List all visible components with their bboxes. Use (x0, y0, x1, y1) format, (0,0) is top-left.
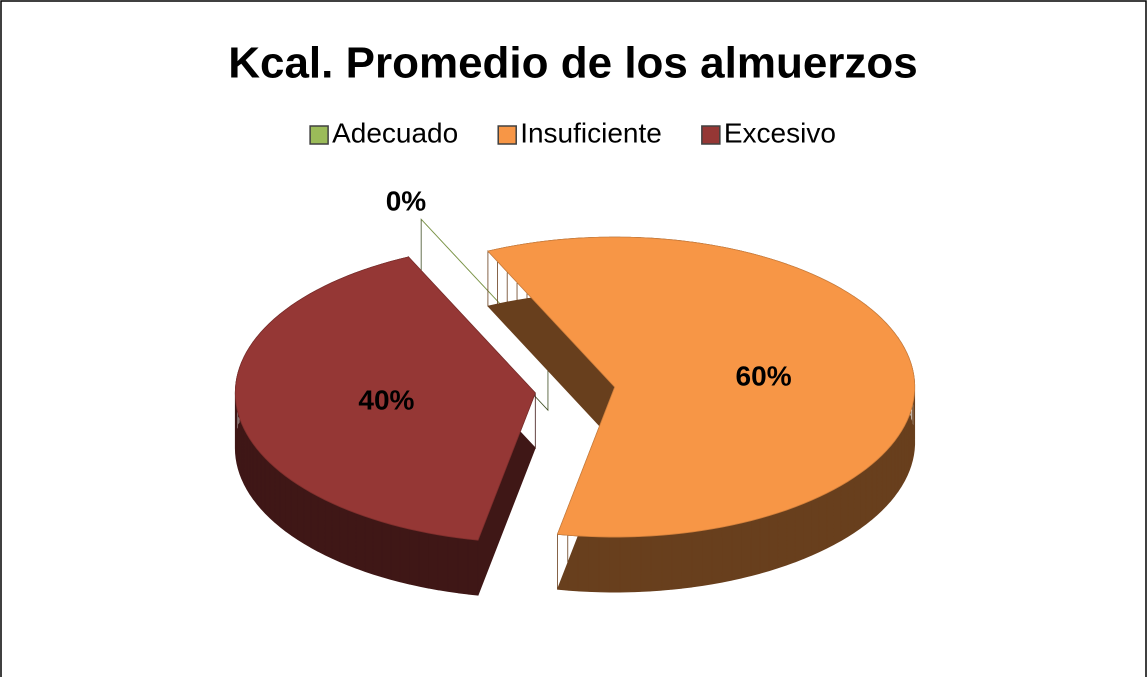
data-label: 60% (736, 360, 792, 391)
slice (487, 236, 916, 538)
legend-swatch (701, 125, 721, 145)
legend-swatch (309, 125, 329, 145)
legend-label: Insuficiente (520, 117, 662, 148)
data-label: 0% (386, 185, 427, 216)
legend-label: Excesivo (724, 117, 836, 148)
chart-title: Kcal. Promedio de los almuerzos (228, 39, 918, 88)
data-label: 40% (358, 384, 414, 415)
legend-label: Adecuado (332, 117, 458, 148)
legend-swatch (497, 125, 517, 145)
slice (234, 256, 536, 541)
